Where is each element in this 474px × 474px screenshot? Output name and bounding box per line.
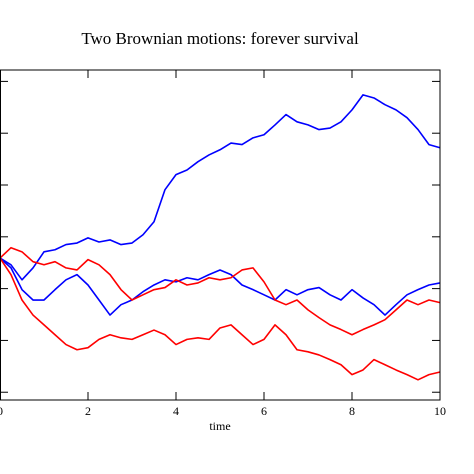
x-tick-label: 6 [261, 404, 267, 418]
x-tick-label: 10 [434, 404, 446, 418]
x-tick-label: 2 [85, 404, 91, 418]
x-tick-label: 4 [173, 404, 179, 418]
series-line [0, 94, 441, 281]
series-line [0, 257, 441, 381]
x-tick-label: 8 [349, 404, 355, 418]
plot-frame [0, 69, 441, 401]
x-axis-label: time [209, 419, 230, 433]
series-line [0, 246, 441, 336]
series-line [0, 257, 441, 316]
chart-title: Two Brownian motions: forever survival [81, 29, 359, 48]
x-tick-label: 0 [0, 404, 3, 418]
